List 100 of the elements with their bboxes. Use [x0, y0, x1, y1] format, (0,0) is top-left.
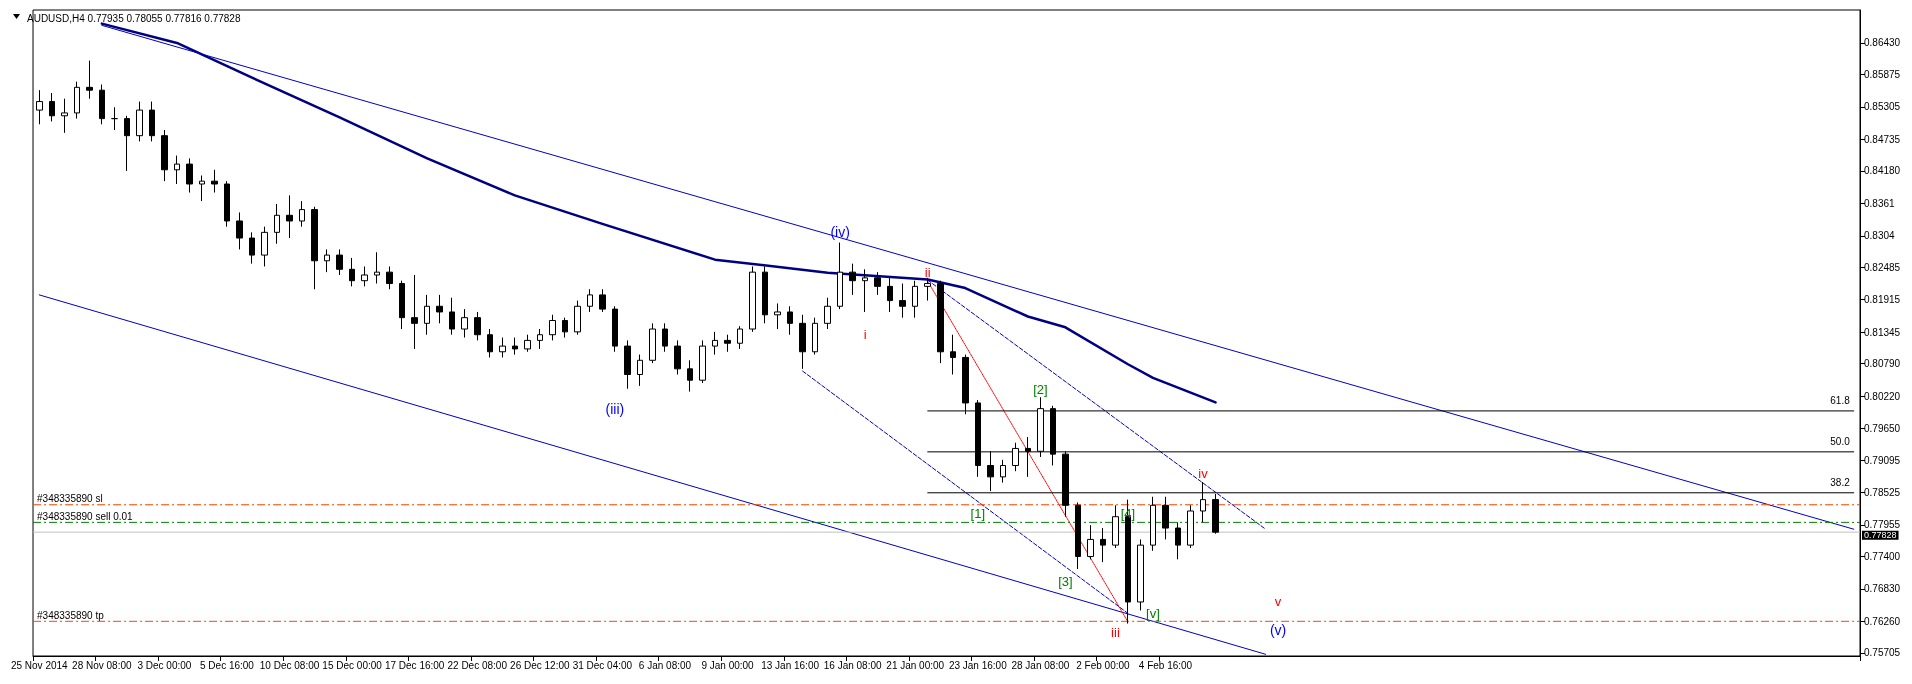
candlestick	[937, 280, 944, 364]
y-tick-label: 0.78525	[1864, 487, 1901, 499]
candlestick	[374, 251, 380, 285]
candlestick	[912, 280, 918, 319]
candlestick	[624, 339, 631, 390]
annotation: v	[1274, 593, 1282, 609]
candlestick	[411, 274, 418, 350]
candlestick	[674, 339, 681, 376]
candlestick	[111, 106, 118, 131]
candlestick	[249, 231, 255, 265]
ref-line-label: #348335890 sl	[37, 493, 103, 505]
candlestick	[61, 98, 68, 134]
series-label: 50.0	[1830, 436, 1851, 448]
candlestick	[762, 265, 768, 324]
candlestick	[712, 331, 718, 356]
x-tick-label: 9 Jan 00:00	[701, 659, 755, 671]
ref-line-label: 0.77828	[1864, 530, 1897, 541]
candlestick	[324, 248, 330, 273]
candlestick	[261, 226, 268, 267]
y-tick-label: 0.76830	[1864, 583, 1901, 595]
candlestick	[599, 288, 606, 313]
candlestick	[524, 334, 531, 353]
y-tick-label: 0.79650	[1864, 423, 1901, 435]
candlestick	[924, 277, 931, 302]
candlestick	[749, 265, 756, 333]
candlestick	[837, 242, 843, 310]
x-tick-label: 3 Dec 00:00	[137, 659, 192, 671]
y-tick-label: 0.77400	[1864, 550, 1901, 562]
candlestick	[699, 339, 706, 384]
x-tick-label: 17 Dec 16:00	[384, 659, 445, 671]
y-tick-label: 0.75705	[1864, 647, 1901, 659]
y-tick-label: 0.82485	[1864, 261, 1901, 273]
x-tick-label: 28 Jan 08:00	[1011, 659, 1070, 671]
candlestick	[99, 83, 105, 125]
candlestick	[336, 248, 343, 276]
annotation: (v)	[1269, 622, 1287, 639]
candlestick	[787, 305, 793, 336]
candlestick	[799, 314, 806, 370]
candlestick	[499, 337, 506, 358]
y-tick-label: 0.79095	[1864, 454, 1901, 466]
annotation: [1]	[970, 505, 986, 521]
candlestick	[1137, 538, 1144, 612]
candlestick	[74, 81, 80, 120]
candlestick	[637, 354, 643, 387]
y-tick-label: 0.77955	[1864, 519, 1901, 531]
candlestick	[1175, 521, 1181, 560]
candlestick	[186, 157, 193, 194]
candlestick	[311, 206, 318, 290]
candlestick	[1100, 527, 1106, 563]
y-tick-label: 0.80220	[1864, 390, 1901, 402]
x-tick-label: 5 Dec 16:00	[200, 659, 255, 671]
x-tick-label: 15 Dec 00:00	[322, 659, 383, 671]
x-tick-label: 16 Jan 08:00	[823, 659, 883, 671]
candlestick	[224, 180, 230, 228]
candlestick	[612, 305, 618, 353]
candlestick	[737, 325, 743, 350]
annotation: [3]	[1058, 574, 1073, 590]
candlestick	[286, 194, 293, 239]
chart-title: AUDUSD,H4 0.77935 0.78055 0.77816 0.77828	[27, 12, 241, 24]
candlestick	[1112, 504, 1119, 549]
candlestick	[1075, 501, 1081, 570]
candlestick	[1162, 496, 1169, 540]
annotation: [v]	[1146, 605, 1160, 621]
candlestick	[274, 203, 280, 245]
annotation: ii	[924, 264, 931, 280]
candlestick	[1187, 504, 1194, 549]
candlestick	[161, 129, 168, 182]
y-tick-label: 0.80790	[1864, 358, 1901, 370]
candlestick	[199, 174, 205, 202]
y-tick-label: 0.8361	[1864, 197, 1896, 209]
candlestick	[149, 101, 155, 142]
x-tick-label: 22 Dec 08:00	[447, 659, 508, 671]
candlestick	[1087, 524, 1094, 560]
candlestick	[587, 288, 593, 313]
candlestick	[849, 263, 856, 296]
candlestick	[950, 334, 956, 376]
annotation: (iii)	[605, 401, 625, 418]
candlestick	[449, 297, 455, 336]
candlestick	[461, 308, 468, 339]
candlestick	[549, 314, 556, 341]
candlestick	[299, 200, 305, 228]
candlestick	[512, 337, 518, 356]
candlestick	[124, 115, 130, 172]
y-tick-label: 0.85305	[1864, 101, 1901, 113]
x-tick-label: 28 Nov 08:00	[72, 659, 133, 671]
candlestick	[36, 89, 43, 125]
candlestick	[136, 101, 143, 142]
x-tick-label: 4 Feb 16:00	[1138, 659, 1193, 671]
candlestick	[174, 155, 180, 185]
candlestick	[574, 300, 581, 336]
candlestick	[487, 328, 493, 358]
y-tick-label: 0.81915	[1864, 294, 1901, 306]
candlestick	[887, 277, 893, 313]
x-tick-label: 31 Dec 04:00	[572, 659, 633, 671]
x-tick-label: 23 Jan 16:00	[948, 659, 1008, 671]
annotation: iv	[1198, 465, 1209, 481]
candlestick	[537, 328, 543, 350]
candlestick	[86, 60, 93, 100]
annotation: i	[863, 326, 867, 342]
candlestick	[361, 265, 368, 287]
